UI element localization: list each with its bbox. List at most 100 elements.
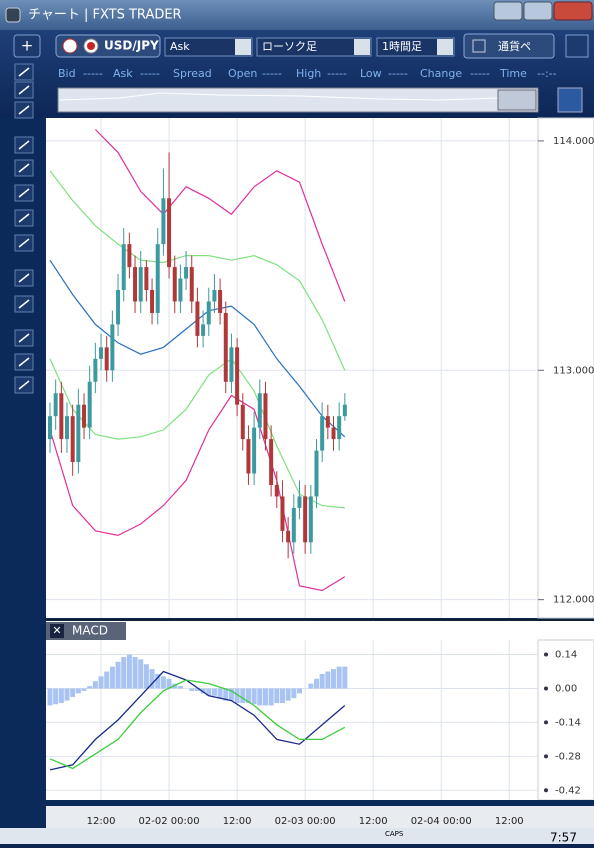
- histogram-bar: [126, 654, 132, 689]
- macd-line: [49, 670, 346, 771]
- histogram-bar: [251, 688, 257, 705]
- x-tick-label: 12:00: [359, 816, 388, 827]
- x-tick-label: 12:00: [87, 816, 116, 827]
- candle-body: [303, 496, 308, 543]
- histogram-bar: [223, 688, 229, 701]
- minimize-button[interactable]: [493, 1, 523, 21]
- candle-body: [93, 358, 98, 382]
- tick-dot: [544, 788, 548, 793]
- histogram-bar: [58, 688, 64, 704]
- candle-body: [291, 507, 296, 543]
- dropdown-arrow: [354, 39, 370, 55]
- candle-body: [99, 347, 104, 359]
- checkbox[interactable]: [472, 39, 486, 53]
- y-tick-label: 0.14: [555, 650, 577, 661]
- pair-button[interactable]: [463, 33, 555, 59]
- histogram-bar: [206, 688, 212, 696]
- tool-glyph: [18, 333, 30, 343]
- chart-type-select[interactable]: [256, 37, 372, 57]
- y-tick-label: -0.42: [555, 785, 581, 796]
- candle-body: [337, 416, 342, 440]
- histogram-bar: [285, 688, 291, 701]
- navigator-button[interactable]: [557, 87, 583, 113]
- quote-label: -----: [83, 67, 103, 80]
- tool-glyph: [18, 140, 30, 150]
- histogram-bar: [325, 671, 331, 689]
- candle-body: [172, 267, 177, 302]
- candle-body: [82, 404, 87, 428]
- histogram-bar: [331, 669, 336, 689]
- timeframe-select[interactable]: [376, 37, 455, 57]
- macd-close[interactable]: [50, 624, 64, 638]
- caps-indicator: CAPS: [385, 830, 404, 838]
- navigator-line: [59, 92, 499, 101]
- quote-label: Change: [420, 67, 462, 80]
- price-axis: [537, 117, 594, 619]
- tool-glyph: [18, 357, 30, 367]
- candle-body: [201, 324, 206, 336]
- quote-label: Time: [499, 67, 527, 80]
- add-icon: +: [21, 37, 34, 55]
- quote-label: -----: [262, 67, 282, 80]
- histogram-bar: [245, 688, 251, 704]
- candle-body: [218, 290, 223, 313]
- quote-label: -----: [140, 67, 160, 80]
- histogram-bar: [189, 688, 195, 691]
- candle-body: [138, 267, 143, 302]
- candle-body: [178, 278, 183, 302]
- maximize-button[interactable]: [523, 1, 553, 21]
- navigator-handle[interactable]: [497, 89, 537, 111]
- candle-body: [320, 416, 325, 451]
- symbol: USD/JPY: [104, 39, 159, 53]
- quote-label: Spread: [173, 67, 212, 80]
- close-button[interactable]: [553, 1, 593, 21]
- histogram-bar: [92, 681, 98, 689]
- candle-body: [229, 347, 234, 382]
- candle-body: [314, 450, 319, 497]
- histogram-bar: [177, 686, 183, 689]
- macd-axis: [537, 639, 594, 801]
- tool-icons: [14, 63, 34, 394]
- dropdown-arrow: [437, 39, 453, 55]
- bottom-bar: [46, 800, 594, 806]
- chart-type: ローソク足: [262, 40, 317, 53]
- candle-body: [263, 393, 268, 440]
- histogram-bar: [47, 688, 53, 706]
- collapse-button[interactable]: [565, 34, 589, 58]
- histogram-bar: [240, 688, 246, 704]
- flag-us: [62, 38, 78, 54]
- quote-label: Bid: [58, 67, 76, 80]
- candle-body: [252, 427, 257, 474]
- histogram-bar: [109, 666, 115, 689]
- add-button[interactable]: [13, 34, 41, 58]
- histogram-bar: [149, 669, 155, 689]
- tool-glyph: [18, 188, 30, 198]
- histogram-bar: [104, 671, 110, 689]
- tick-dot: [544, 720, 548, 725]
- candle-body: [206, 301, 211, 325]
- price-side-select[interactable]: [164, 37, 253, 57]
- macd-header: [46, 620, 594, 640]
- histogram-bar: [143, 664, 149, 689]
- histogram-bar: [160, 676, 166, 689]
- histogram-bar: [81, 688, 87, 691]
- candle-body: [133, 267, 138, 302]
- quote-label: --:--: [537, 67, 557, 80]
- macd-title: MACD: [72, 624, 108, 638]
- histogram-bar: [228, 688, 234, 701]
- candle-body: [161, 198, 166, 245]
- symbol-button[interactable]: [55, 34, 161, 58]
- candle-body: [342, 404, 347, 417]
- dropdown-arrow: [235, 39, 251, 55]
- flag-jp-dot: [87, 42, 95, 50]
- histogram-bar: [87, 686, 93, 689]
- price-side: Ask: [170, 40, 190, 53]
- band-line: [49, 394, 346, 592]
- tool-glyph: [18, 273, 30, 283]
- tool-glyph: [18, 163, 30, 173]
- candle-body: [87, 381, 92, 428]
- y-tick-label: 0.00: [555, 683, 577, 694]
- histogram-bar: [194, 688, 200, 691]
- candle-body: [70, 416, 75, 463]
